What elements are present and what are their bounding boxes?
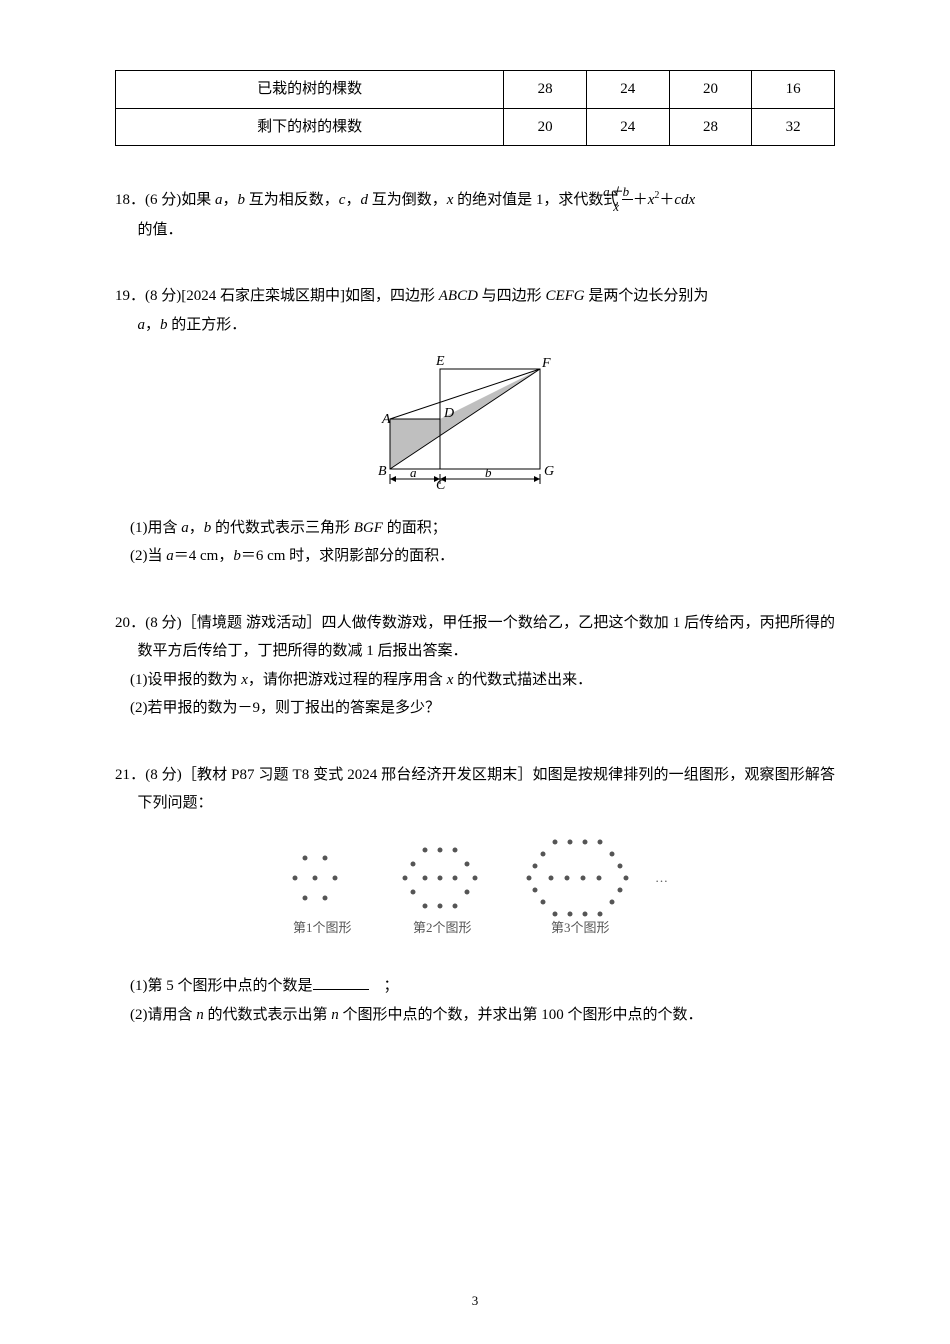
question-19: 19．(8 分)[2024 石家庄栾城区期中]如图，四边形 ABCD 与四边形 … <box>115 282 835 571</box>
row1-c3: 20 <box>669 71 752 109</box>
q18-stem: 18．(6 分)如果 a，b 互为相反数，c，d 互为倒数，x 的绝对值是 1，… <box>115 186 835 216</box>
label-b: b <box>485 465 492 480</box>
q20-stem: 20．(8 分)［情境题 游戏活动］四人做传数游戏，甲任报一个数给乙，乙把这个数… <box>115 609 835 666</box>
ellipsis: … <box>655 870 668 885</box>
var-b: b <box>238 192 246 208</box>
label-C: C <box>436 478 446 489</box>
q19-figure: A B C D E F G a b <box>115 349 835 500</box>
row2-c1: 20 <box>504 108 587 146</box>
tree-table: 已栽的树的棵数 28 24 20 16 剩下的树的棵数 20 24 28 32 <box>115 70 835 146</box>
question-18: 18．(6 分)如果 a，b 互为相反数，c，d 互为倒数，x 的绝对值是 1，… <box>115 186 835 244</box>
table-row: 已栽的树的棵数 28 24 20 16 <box>116 71 835 109</box>
row1-c1: 28 <box>504 71 587 109</box>
q19-stem: 19．(8 分)[2024 石家庄栾城区期中]如图，四边形 ABCD 与四边形 … <box>115 282 835 311</box>
q19-number: 19．(8 分)[2024 石家庄栾城区期中] <box>115 288 345 304</box>
q19-sub1: (1)用含 a，b 的代数式表示三角形 BGF 的面积； <box>115 514 835 543</box>
label-A: A <box>381 412 391 427</box>
q21-number: 21．(8 分)［教材 P87 习题 T8 变式 2024 邢台经济开发区期末］ <box>115 767 532 783</box>
squares-diagram: A B C D E F G a b <box>370 349 580 489</box>
page-number: 3 <box>0 1289 950 1314</box>
fraction: a＋bx <box>622 185 633 215</box>
pattern-2 <box>403 847 478 908</box>
table-row: 剩下的树的棵数 20 24 28 32 <box>116 108 835 146</box>
q18-tail: 的值． <box>115 216 835 245</box>
pattern-1 <box>293 855 338 900</box>
q19-line2: a，b 的正方形． <box>115 311 835 340</box>
row2-c2: 24 <box>586 108 669 146</box>
row1-c4: 16 <box>752 71 835 109</box>
q20-sub2: (2)若甲报的数为－9，则丁报出的答案是多少？ <box>115 694 835 723</box>
caption-3: 第3个图形 <box>551 920 610 935</box>
question-21: 21．(8 分)［教材 P87 习题 T8 变式 2024 邢台经济开发区期末］… <box>115 761 835 1030</box>
q20-number: 20．(8 分)［情境题 游戏活动］ <box>115 615 322 631</box>
label-E: E <box>435 354 445 369</box>
label-D: D <box>443 406 454 421</box>
dot-pattern-diagram: … 第1个图形 第2个图形 第3个图形 <box>255 828 695 948</box>
row2-label: 剩下的树的棵数 <box>116 108 504 146</box>
label-B: B <box>378 464 387 479</box>
question-20: 20．(8 分)［情境题 游戏活动］四人做传数游戏，甲任报一个数给乙，乙把这个数… <box>115 609 835 723</box>
q21-stem: 21．(8 分)［教材 P87 习题 T8 变式 2024 邢台经济开发区期末］… <box>115 761 835 818</box>
q19-sub2: (2)当 a＝4 cm，b＝6 cm 时，求阴影部分的面积． <box>115 542 835 571</box>
row2-c3: 28 <box>669 108 752 146</box>
q21-figure: … 第1个图形 第2个图形 第3个图形 <box>115 828 835 959</box>
q21-sub1: (1)第 5 个图形中点的个数是 ； <box>115 972 835 1001</box>
label-G: G <box>544 464 554 479</box>
q20-sub1: (1)设甲报的数为 x，请你把游戏过程的程序用含 x 的代数式描述出来． <box>115 666 835 695</box>
pattern-3 <box>527 839 629 916</box>
fill-blank <box>313 975 369 990</box>
row2-c4: 32 <box>752 108 835 146</box>
q21-sub2: (2)请用含 n 的代数式表示出第 n 个图形中点的个数，并求出第 100 个图… <box>115 1001 835 1030</box>
q18-t1: 如果 <box>181 192 215 208</box>
row1-label: 已栽的树的棵数 <box>116 71 504 109</box>
label-a: a <box>410 465 417 480</box>
row1-c2: 24 <box>586 71 669 109</box>
caption-2: 第2个图形 <box>413 920 472 935</box>
label-F: F <box>541 356 551 371</box>
var-a: a <box>215 192 223 208</box>
var-d: d <box>360 192 368 208</box>
caption-1: 第1个图形 <box>293 920 352 935</box>
q18-number: 18．(6 分) <box>115 192 181 208</box>
